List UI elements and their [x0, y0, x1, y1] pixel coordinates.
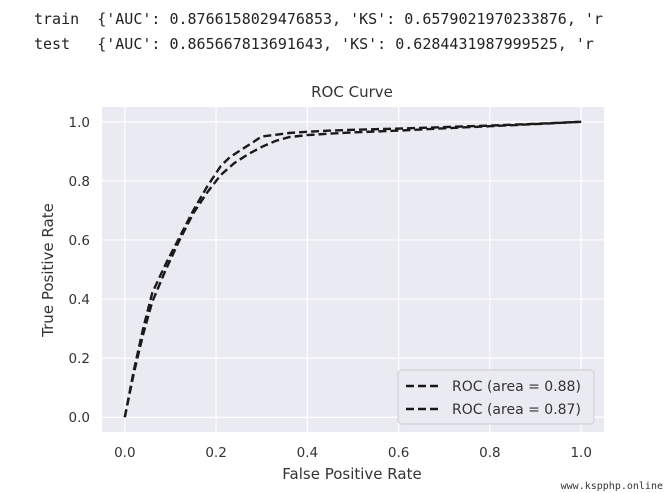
x-axis-label: False Positive Rate — [282, 465, 421, 483]
y-tick-label: 0.4 — [69, 292, 90, 308]
y-tick-label: 0.8 — [69, 174, 90, 190]
y-axis-label: True Positive Rate — [39, 203, 57, 338]
tick-labels: 0.0 0.2 0.4 0.6 0.8 1.0 0.0 0.2 0.4 0.6 0.8 1.0 — [69, 115, 592, 461]
x-tick-label: 0.2 — [205, 445, 226, 461]
y-tick-label: 0.0 — [69, 410, 90, 426]
x-tick-label: 0.0 — [114, 445, 135, 461]
legend-label: ROC (area = 0.88) — [452, 379, 581, 395]
y-tick-label: 0.6 — [69, 233, 90, 249]
x-tick-label: 0.6 — [388, 445, 409, 461]
x-tick-label: 0.8 — [479, 445, 500, 461]
x-tick-label: 0.4 — [297, 445, 318, 461]
roc-series-2 — [123, 120, 582, 418]
train-metrics-output: train {'AUC': 0.8766158029476853, 'KS': … — [34, 10, 603, 28]
chart-title: ROC Curve — [311, 83, 393, 101]
y-tick-label: 1.0 — [69, 115, 90, 131]
roc-series-1 — [123, 120, 582, 418]
y-tick-label: 0.2 — [69, 351, 90, 367]
x-tick-label: 1.0 — [570, 445, 591, 461]
legend-frame — [397, 369, 595, 425]
legend: ROC (area = 0.88) ROC (area = 0.87) — [397, 369, 595, 425]
test-metrics-output: test {'AUC': 0.865667813691643, 'KS': 0.… — [34, 35, 594, 53]
watermark: www.kspphp.online — [561, 481, 663, 492]
legend-label: ROC (area = 0.87) — [452, 402, 581, 418]
series-group — [123, 120, 582, 418]
